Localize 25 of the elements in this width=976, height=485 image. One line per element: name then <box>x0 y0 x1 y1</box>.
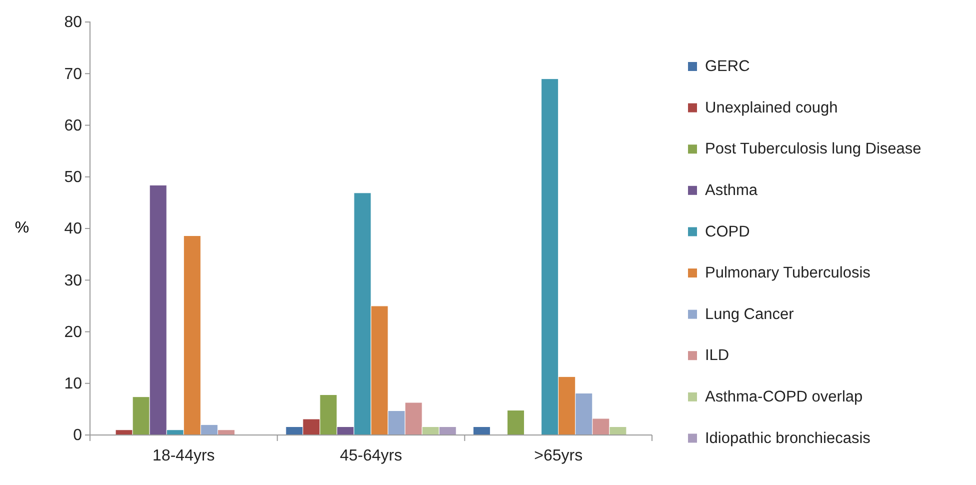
y-tick-label: 80 <box>64 14 82 32</box>
legend-label: Idiopathic bronchiecasis <box>705 430 871 447</box>
legend-label: Asthma <box>705 182 758 199</box>
y-axis-title: % <box>14 220 30 237</box>
y-tick-label: 10 <box>64 375 82 392</box>
legend-label: Unexplained cough <box>705 99 838 116</box>
bar <box>506 410 525 436</box>
y-tick-label: 50 <box>64 168 82 186</box>
x-tick-label: 18-44yrs <box>152 447 215 464</box>
y-tick-label: 30 <box>64 272 82 290</box>
y-tick-label: 40 <box>64 220 82 238</box>
y-tick-label: 0 <box>73 427 82 444</box>
legend-label: COPD <box>705 223 750 240</box>
legend-label: GERC <box>705 58 750 76</box>
x-tick-label: >65yrs <box>534 447 583 464</box>
bar <box>472 426 490 436</box>
legend-label: Asthma-COPD overlap <box>705 388 863 406</box>
y-tick-label: 60 <box>64 117 82 134</box>
legend-label: Lung Cancer <box>705 306 794 323</box>
y-tick-label: 20 <box>64 324 82 341</box>
legend-label: Pulmonary Tuberculosis <box>705 264 871 282</box>
y-tick-label: 70 <box>64 66 82 83</box>
legend-label: Post Tuberculosis lung Disease <box>705 140 922 158</box>
legend-label: ILD <box>705 347 730 364</box>
x-tick-label: 45-64yrs <box>340 447 402 464</box>
